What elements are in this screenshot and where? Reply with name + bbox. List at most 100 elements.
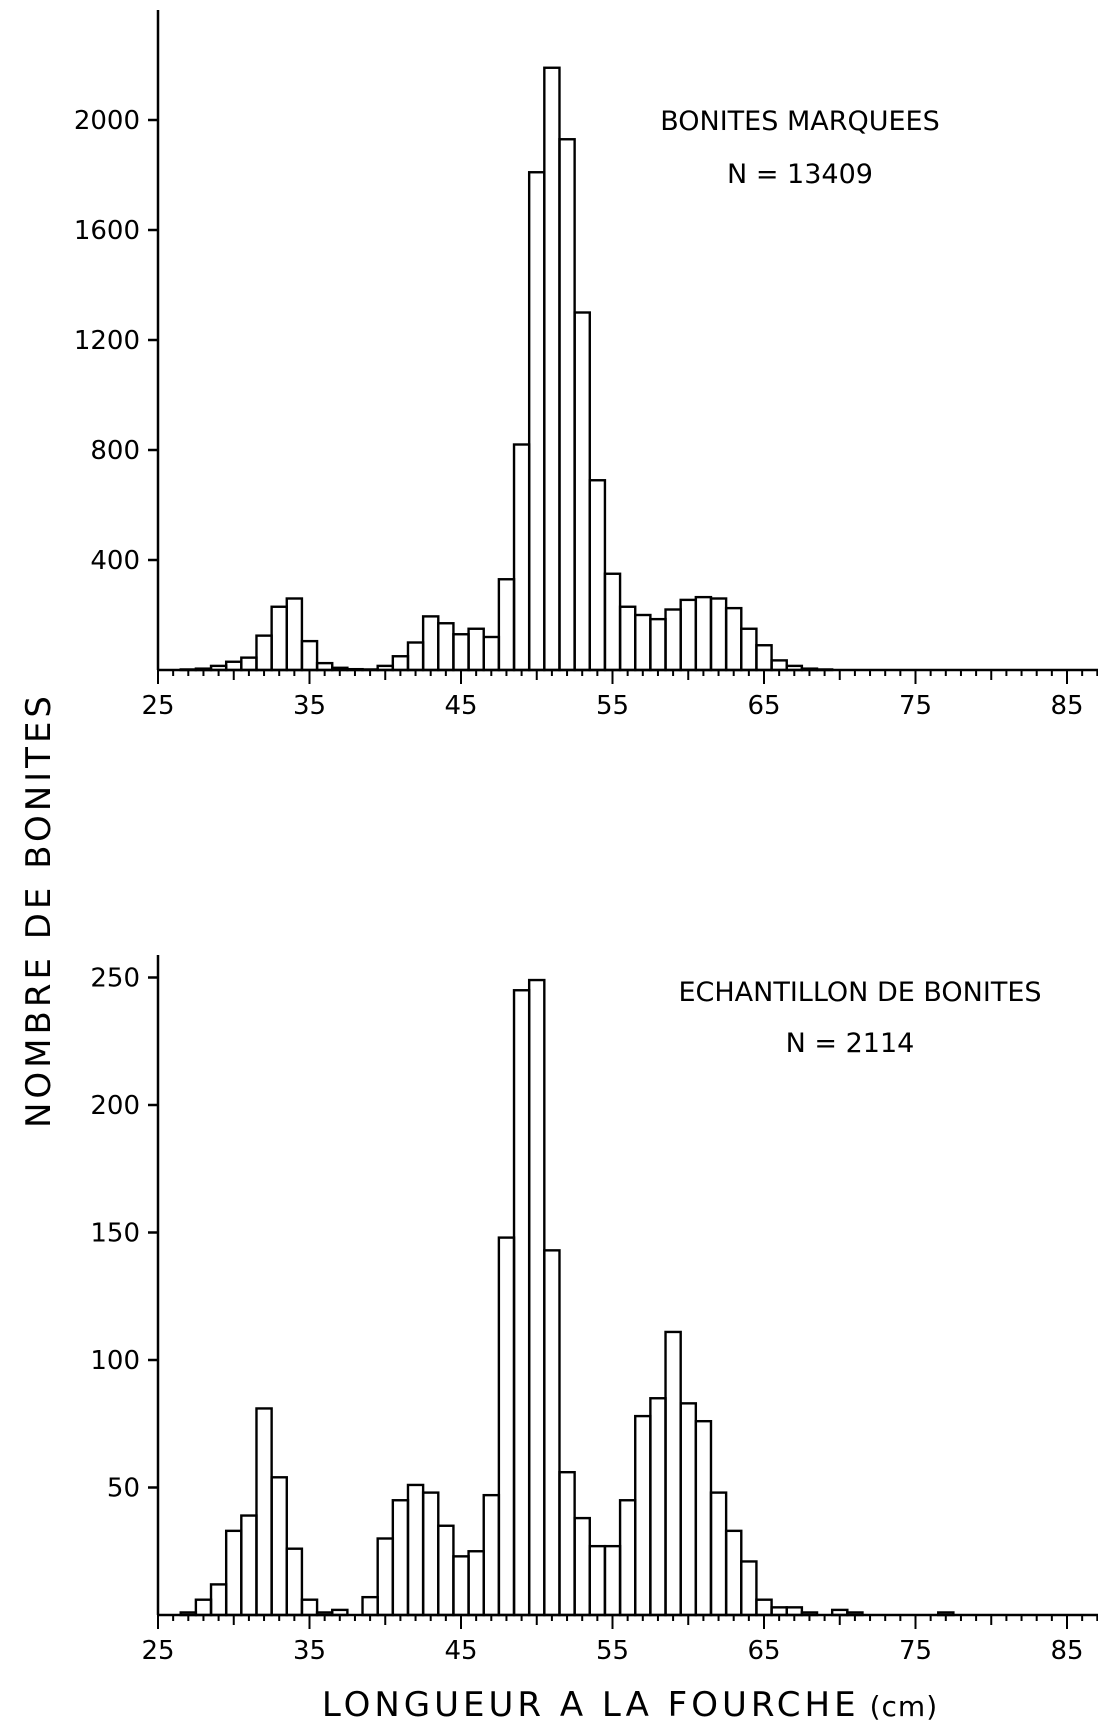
histogram-bar-top	[437, 622, 455, 672]
histogram-bar-top	[527, 171, 546, 672]
y-tick-label-bottom: 150	[90, 1219, 140, 1249]
histogram-bar-bottom	[421, 1491, 440, 1617]
histogram-bar-top	[558, 138, 576, 672]
histogram-bar-bottom	[270, 1476, 288, 1617]
y-tick-label-top: 2000	[74, 106, 140, 136]
histogram-bar-top	[406, 641, 425, 672]
histogram-bar-top	[634, 613, 652, 672]
chart-panel-bottom: 50 100 150 200 250 25 35 45 55 65 75 85 ECHANTILLON…	[90, 955, 1098, 1666]
x-tick-label-bottom: 75	[899, 1636, 932, 1666]
histogram-bar-bottom	[391, 1499, 410, 1617]
x-tick-label-bottom: 25	[141, 1636, 174, 1666]
x-tick-label-top: 85	[1050, 691, 1083, 721]
histogram-bar-bottom	[512, 989, 531, 1617]
histogram-bar-top	[497, 578, 516, 672]
x-tick-label-top: 45	[444, 691, 477, 721]
histogram-bar-bottom	[497, 1236, 516, 1617]
x-tick-label-top: 55	[596, 691, 629, 721]
sample-size-bottom: N = 2114	[786, 1028, 915, 1059]
histogram-bar-top	[467, 627, 485, 672]
histogram-bar-bottom	[285, 1547, 304, 1617]
x-tick-label-top: 25	[141, 691, 174, 721]
histogram-bar-top	[391, 655, 410, 672]
histogram-bar-bottom	[437, 1524, 455, 1617]
histogram-bar-bottom	[573, 1516, 591, 1617]
histogram-bar-top	[285, 597, 304, 672]
histogram-bar-top	[300, 639, 319, 672]
histogram-bar-bottom	[588, 1544, 607, 1617]
histogram-bar-bottom	[664, 1330, 682, 1617]
histogram-bar-bottom	[603, 1544, 622, 1617]
histogram-bar-bottom	[406, 1483, 425, 1617]
histogram-bar-bottom	[361, 1595, 379, 1617]
histogram-bar-top	[694, 595, 713, 672]
y-tick-label-bottom: 100	[90, 1346, 140, 1376]
chart-title-bottom: ECHANTILLON DE BONITES	[678, 977, 1041, 1008]
histogram-bar-top	[724, 606, 743, 672]
histogram-bar-top	[588, 479, 607, 672]
histogram-bar-bottom	[543, 1249, 561, 1617]
histogram-bar-top	[618, 605, 637, 672]
histogram-bar-bottom	[634, 1414, 652, 1617]
histogram-bar-bottom	[527, 978, 546, 1617]
histogram-bar-top	[270, 605, 288, 672]
histogram-bar-top	[664, 608, 682, 672]
histogram-bar-top	[421, 615, 440, 672]
x-tick-label-top: 65	[747, 691, 780, 721]
x-tick-label-top: 75	[899, 691, 932, 721]
histogram-bar-bottom	[755, 1598, 773, 1617]
histogram-bar-top	[482, 635, 501, 672]
histogram-bar-top	[649, 617, 667, 672]
x-tick-label-bottom: 35	[293, 1636, 326, 1666]
y-tick-label-top: 1200	[74, 326, 140, 356]
histogram-bar-bottom	[224, 1529, 243, 1617]
histogram-bar-top	[755, 644, 773, 672]
histogram-bar-bottom	[618, 1499, 637, 1617]
chart-title-top: BONITES MARQUEES	[660, 106, 940, 137]
histogram-bar-bottom	[709, 1491, 728, 1617]
x-tick-label-bottom: 85	[1050, 1636, 1083, 1666]
x-tick-label-top: 35	[293, 691, 326, 721]
y-tick-label-bottom: 200	[90, 1091, 140, 1121]
histogram-bar-top	[770, 659, 788, 672]
axes-bottom: 50 100 150 200 250 25 35 45 55 65 75 85	[90, 955, 1098, 1666]
x-tick-label-bottom: 65	[747, 1636, 780, 1666]
histogram-bar-bottom	[240, 1514, 258, 1617]
x-axis-label: LONGUEUR A LA FOURCHE (cm)	[322, 1685, 938, 1725]
histogram-bar-top	[740, 627, 758, 672]
histogram-bar-bottom	[467, 1550, 485, 1617]
y-tick-label-top: 1600	[74, 216, 140, 246]
histogram-bar-top	[679, 598, 698, 672]
histogram-bar-bottom	[194, 1598, 213, 1617]
x-tick-label-bottom: 55	[596, 1636, 629, 1666]
histogram-bar-bottom	[300, 1598, 319, 1617]
histogram-bar-bottom	[482, 1493, 501, 1617]
x-axis-unit: (cm)	[870, 1690, 939, 1723]
histogram-bar-bottom	[740, 1560, 758, 1617]
histogram-bar-bottom	[376, 1537, 395, 1617]
x-axis-label-text: LONGUEUR A LA FOURCHE	[322, 1685, 860, 1725]
histogram-bar-bottom	[452, 1555, 470, 1617]
sample-size-top: N = 13409	[727, 159, 873, 190]
histogram-bar-top	[452, 633, 470, 672]
axes-top: 400 800 1200 1600 2000 25 35 45 55 65 75 85	[74, 10, 1098, 721]
y-tick-label-bottom: 50	[107, 1474, 140, 1504]
histogram-bar-bottom	[694, 1419, 713, 1617]
histogram-bar-top	[573, 311, 591, 672]
histogram-bar-bottom	[724, 1529, 743, 1617]
histogram-bar-top	[709, 597, 728, 672]
histogram-bar-bottom	[209, 1583, 228, 1617]
histogram-bar-bottom	[649, 1397, 667, 1617]
histogram-bar-top	[255, 634, 273, 672]
y-tick-label-bottom: 250	[90, 964, 140, 994]
histogram-bar-bottom	[679, 1402, 698, 1617]
histogram-bar-top	[240, 656, 258, 672]
chart-panel-top: 400 800 1200 1600 2000 25 35 45 55 65 75 85 BONITES…	[74, 10, 1098, 721]
y-axis-label: NOMBRE DE BONITES	[19, 692, 59, 1128]
histogram-bar-top	[543, 66, 561, 672]
x-tick-label-bottom: 45	[444, 1636, 477, 1666]
histogram-bar-bottom	[558, 1470, 576, 1617]
histogram-bar-top	[512, 443, 531, 672]
histogram-bar-bottom	[255, 1407, 273, 1617]
